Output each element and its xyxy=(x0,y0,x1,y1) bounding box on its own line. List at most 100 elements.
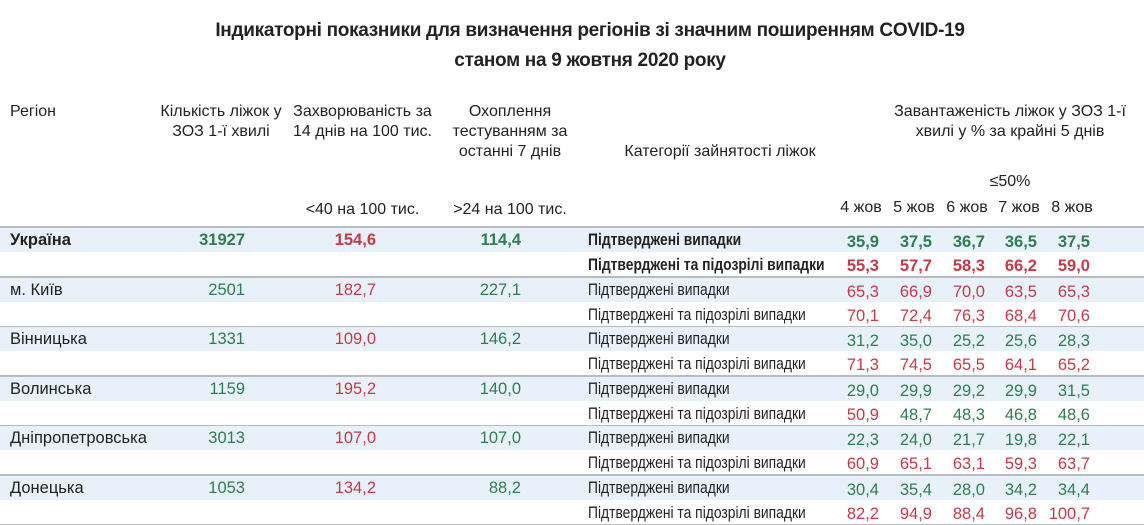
testing-value: 88,2 xyxy=(488,478,521,497)
header-day: 5 жов xyxy=(893,199,935,216)
category-label: Підтверджені та підозрілі випадки xyxy=(588,404,806,423)
occupancy-value: 22,3 xyxy=(846,431,879,450)
table-row: Волинська 1159 195,2 140,0 Підтверджені випа… xyxy=(0,376,1144,427)
occupancy-value: 65,3 xyxy=(846,282,879,301)
incidence-value: 154,6 xyxy=(334,231,376,249)
region-name: Україна xyxy=(10,231,71,249)
occupancy-value: 71,3 xyxy=(846,356,879,375)
row-confirmed: Донецька 1053 134,2 88,2 Підтверджені випадк… xyxy=(0,475,1144,500)
header-category: Категорії зайнятості ліжок xyxy=(624,143,816,160)
title-line-1: Індикаторні показники для визначення рег… xyxy=(215,20,965,41)
occupancy-value: 94,9 xyxy=(899,504,932,523)
occupancy-value: 29,9 xyxy=(1004,381,1037,400)
testing-value: 114,4 xyxy=(480,231,521,249)
table-row: Україна 31927 154,6 114,4 Підтверджені випад… xyxy=(0,228,1144,278)
region-name: Вінницька xyxy=(10,330,87,349)
header-beds: Кількість ліжок у ЗОЗ 1-ї хвилі xyxy=(160,103,282,140)
occupancy-value: 21,7 xyxy=(952,431,985,450)
beds-count: 1331 xyxy=(208,330,245,349)
occupancy-value: 30,4 xyxy=(846,480,879,499)
header-occupancy-threshold: ≤50% xyxy=(989,173,1031,190)
header-incidence-threshold: <40 на 100 тис. xyxy=(305,201,420,218)
table-row: Дніпропетровська 3013 107,0 107,0 Підтвердже… xyxy=(0,426,1144,476)
row-confirmed: Дніпропетровська 3013 107,0 107,0 Підтвердже… xyxy=(0,426,1144,451)
table-row: Донецька 1053 134,2 88,2 Підтверджені випадк… xyxy=(0,475,1144,525)
occupancy-value: 46,8 xyxy=(1004,405,1037,424)
occupancy-value: 37,5 xyxy=(1057,233,1090,251)
row-confirmed: Україна 31927 154,6 114,4 Підтверджені випад… xyxy=(0,228,1144,252)
occupancy-value: 72,4 xyxy=(899,306,932,325)
beds-count: 3013 xyxy=(208,429,245,448)
row-confirmed-suspected: Підтверджені та підозрілі випадки 50,9 48,… xyxy=(0,400,1144,425)
occupancy-value: 70,1 xyxy=(846,306,879,325)
occupancy-value: 64,1 xyxy=(1004,356,1037,375)
header-day: 6 жов xyxy=(946,199,988,216)
occupancy-value: 96,8 xyxy=(1004,504,1037,523)
row-confirmed-suspected: Підтверджені та підозрілі випадки 70,1 72,… xyxy=(0,301,1144,326)
occupancy-value: 59,3 xyxy=(1004,455,1037,474)
occupancy-value: 29,2 xyxy=(952,381,985,400)
testing-value: 146,2 xyxy=(479,330,521,349)
row-confirmed: Вінницька 1331 109,0 146,2 Підтверджені випа… xyxy=(0,327,1144,352)
occupancy-value: 66,2 xyxy=(1004,257,1037,275)
header-testing-threshold: >24 на 100 тис. xyxy=(453,201,567,218)
beds-count: 2501 xyxy=(208,280,245,299)
title-line-2: станом на 9 жовтня 2020 року xyxy=(454,50,726,71)
beds-count: 31927 xyxy=(199,231,245,249)
header-day: 8 жов xyxy=(1051,199,1093,216)
category-label: Підтверджені та підозрілі випадки xyxy=(588,355,806,374)
occupancy-value: 88,4 xyxy=(952,504,985,523)
occupancy-value: 24,0 xyxy=(899,431,932,450)
occupancy-value: 48,6 xyxy=(1057,405,1090,424)
region-name: м. Київ xyxy=(10,280,63,299)
occupancy-value: 22,1 xyxy=(1057,431,1090,450)
occupancy-value: 19,8 xyxy=(1004,431,1037,450)
row-confirmed: м. Київ 2501 182,7 227,1 Підтверджені випадк… xyxy=(0,277,1144,302)
occupancy-value: 31,2 xyxy=(846,332,879,351)
occupancy-value: 34,4 xyxy=(1057,480,1090,499)
header-day: 4 жов xyxy=(840,199,882,216)
beds-count: 1159 xyxy=(209,379,245,398)
region-name: Волинська xyxy=(10,379,92,398)
occupancy-value: 63,1 xyxy=(952,455,985,474)
row-confirmed: Волинська 1159 195,2 140,0 Підтверджені випа… xyxy=(0,376,1144,401)
occupancy-value: 48,7 xyxy=(899,405,932,424)
incidence-value: 109,0 xyxy=(334,330,376,349)
testing-value: 107,0 xyxy=(479,429,521,448)
occupancy-value: 25,6 xyxy=(1004,332,1037,351)
category-label: Підтверджені та підозрілі випадки xyxy=(588,454,806,473)
incidence-value: 107,0 xyxy=(334,429,376,448)
category-label: Підтверджені випадки xyxy=(588,429,730,448)
occupancy-value: 60,9 xyxy=(846,455,879,474)
header-region: Регіон xyxy=(10,103,56,120)
occupancy-value: 70,6 xyxy=(1057,306,1090,325)
row-confirmed-suspected: Підтверджені та підозрілі випадки 55,3 57,… xyxy=(0,252,1144,276)
occupancy-value: 74,5 xyxy=(899,356,932,375)
header-incidence: Захворюваність за 14 днів на 100 тис. xyxy=(293,103,432,140)
occupancy-value: 35,9 xyxy=(846,233,879,251)
occupancy-value: 29,9 xyxy=(899,381,932,400)
occupancy-value: 35,4 xyxy=(899,480,932,499)
occupancy-value: 82,2 xyxy=(846,504,879,523)
row-confirmed-suspected: Підтверджені та підозрілі випадки 60,9 65,… xyxy=(0,450,1144,475)
occupancy-value: 28,0 xyxy=(952,480,985,499)
row-confirmed-suspected: Підтверджені та підозрілі випадки 71,3 74,… xyxy=(0,351,1144,376)
region-name: Донецька xyxy=(10,478,84,497)
occupancy-value: 65,2 xyxy=(1057,356,1090,375)
occupancy-value: 36,5 xyxy=(1004,233,1037,251)
occupancy-value: 35,0 xyxy=(899,332,932,351)
testing-value: 140,0 xyxy=(479,379,521,398)
beds-count: 1053 xyxy=(208,478,245,497)
header-occupancy: Завантаженість ліжок у ЗОЗ 1-ї хвилі у %… xyxy=(894,103,1126,140)
category-label: Підтверджені випадки xyxy=(588,478,730,497)
category-label: Підтверджені випадки xyxy=(588,231,742,249)
occupancy-value: 66,9 xyxy=(899,282,932,301)
category-label: Підтверджені та підозрілі випадки xyxy=(588,256,825,274)
occupancy-value: 65,3 xyxy=(1057,282,1090,301)
occupancy-value: 37,5 xyxy=(899,233,932,251)
occupancy-value: 59,0 xyxy=(1057,257,1090,275)
category-label: Підтверджені та підозрілі випадки xyxy=(588,305,806,324)
category-label: Підтверджені випадки xyxy=(588,280,730,299)
occupancy-value: 70,0 xyxy=(952,282,985,301)
